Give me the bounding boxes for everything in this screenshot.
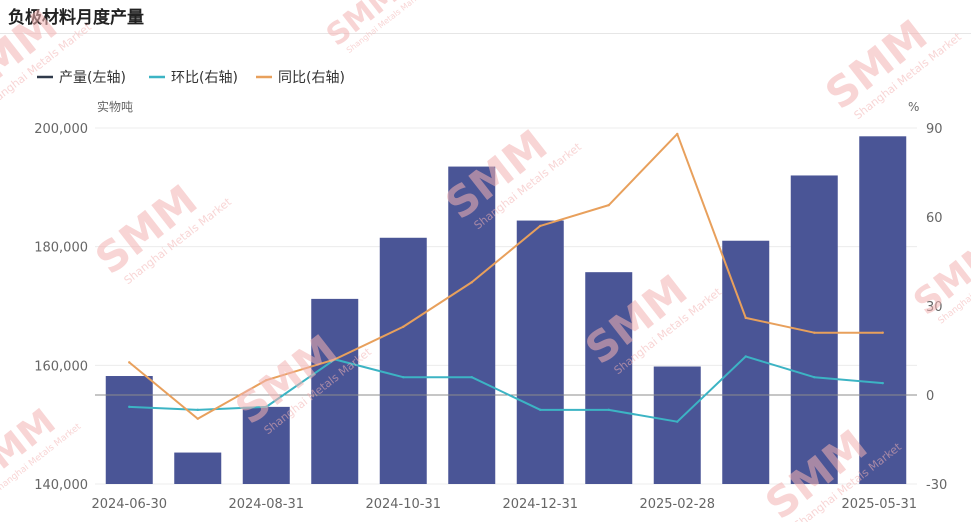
bar xyxy=(242,406,290,484)
legend-item[interactable]: 环比(右轴) xyxy=(149,70,238,86)
x-tick-label: 2024-06-30 xyxy=(91,497,167,512)
x-tick-label: 2024-12-31 xyxy=(502,497,578,512)
series-point xyxy=(128,405,131,409)
series-point xyxy=(196,408,199,412)
x-tick-label: 2024-08-31 xyxy=(228,497,304,512)
bar xyxy=(653,366,701,484)
series-point xyxy=(607,203,610,207)
right-axis-unit: % xyxy=(908,100,919,114)
series-point xyxy=(539,408,542,412)
left-tick-label: 160,000 xyxy=(34,359,88,374)
left-tick-label: 180,000 xyxy=(34,241,88,256)
left-tick-label: 200,000 xyxy=(34,122,88,137)
x-tick-label: 2025-02-28 xyxy=(639,497,715,512)
legend-label: 环比(右轴) xyxy=(171,70,238,86)
series-point xyxy=(402,376,405,379)
right-tick-label: 0 xyxy=(926,389,934,404)
bar-series xyxy=(105,136,907,485)
series-point xyxy=(744,355,747,358)
series-point xyxy=(676,132,679,136)
bar xyxy=(859,136,907,484)
bar xyxy=(379,237,427,484)
series-point xyxy=(265,405,268,409)
legend-label: 同比(右轴) xyxy=(278,70,345,86)
series-point xyxy=(470,376,473,379)
title-divider xyxy=(0,33,971,34)
series-point xyxy=(333,358,336,361)
series-point xyxy=(402,325,405,328)
series-point xyxy=(196,417,199,420)
series-point xyxy=(881,381,884,385)
series-point xyxy=(676,420,679,423)
right-tick-label: -30 xyxy=(926,478,947,493)
series-point xyxy=(539,224,542,228)
series-point xyxy=(128,361,131,364)
bar xyxy=(585,272,633,484)
bar xyxy=(174,452,222,484)
series-point xyxy=(607,408,610,412)
bar xyxy=(516,220,564,484)
line-series xyxy=(128,132,884,423)
series-point xyxy=(265,378,268,382)
bar xyxy=(722,240,770,484)
bar xyxy=(311,298,359,484)
right-tick-label: 60 xyxy=(926,211,943,226)
x-tick-label: 2025-05-31 xyxy=(841,497,917,512)
series-point xyxy=(881,331,884,334)
series-point xyxy=(813,376,816,379)
left-axis-unit: 实物吨 xyxy=(97,99,133,114)
legend[interactable]: 产量(左轴) 环比(右轴) 同比(右轴) xyxy=(37,70,345,86)
series-line xyxy=(129,355,883,423)
right-tick-label: 30 xyxy=(926,300,943,315)
legend-item[interactable]: 同比(右轴) xyxy=(256,70,345,86)
series-point xyxy=(744,316,747,320)
left-tick-label: 140,000 xyxy=(34,478,88,493)
legend-item[interactable]: 产量(左轴) xyxy=(37,70,126,86)
series-line xyxy=(128,132,883,420)
series-point xyxy=(470,281,473,284)
watermark-logo: SMM xyxy=(320,0,406,53)
grid-lines xyxy=(95,127,917,485)
bar xyxy=(448,166,496,485)
x-tick-label: 2024-10-31 xyxy=(365,497,441,512)
legend-label: 产量(左轴) xyxy=(59,70,126,86)
series-point xyxy=(813,331,816,334)
right-tick-label: 90 xyxy=(926,122,943,137)
axes: 实物吨 % 140,000 160,000 180,000 200,000 -30 0 30 60… xyxy=(34,99,947,512)
bar xyxy=(105,376,153,484)
page-title: 负极材料月度产量 xyxy=(8,8,144,28)
